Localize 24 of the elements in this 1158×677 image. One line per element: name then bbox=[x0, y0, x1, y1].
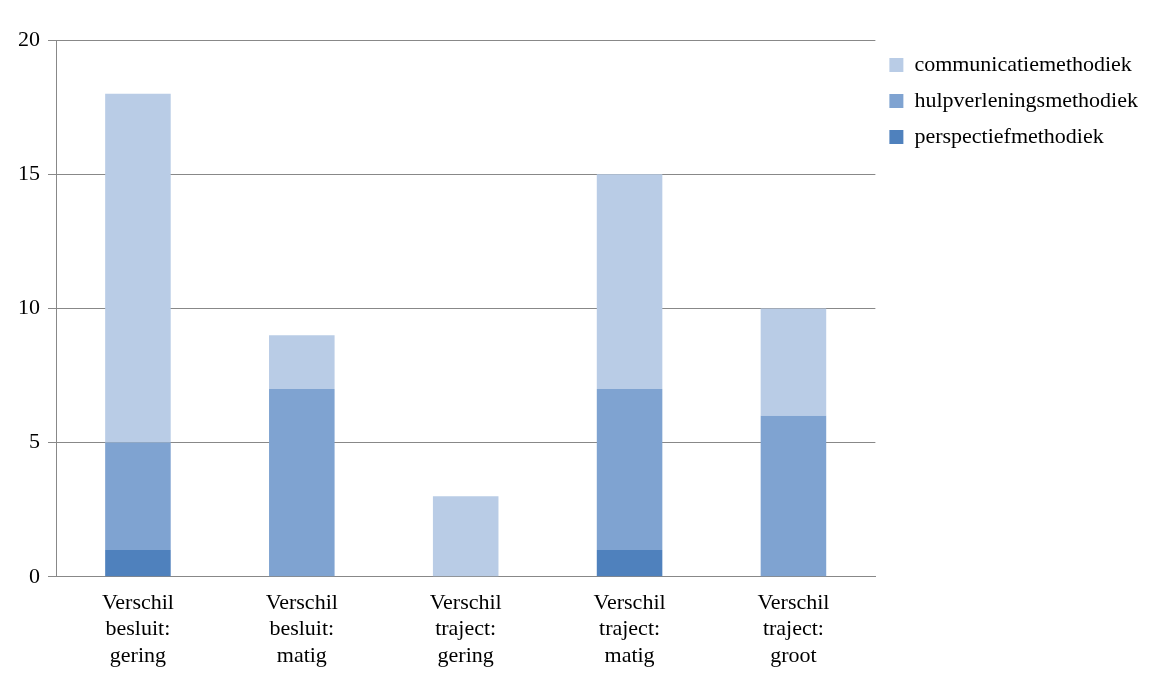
bar bbox=[105, 442, 171, 550]
x-tick-label: Verschil traject: gering bbox=[429, 588, 502, 667]
bar bbox=[596, 174, 663, 389]
bar bbox=[269, 388, 335, 577]
x-tick-label: Verschil traject: groot bbox=[757, 588, 830, 667]
bar bbox=[269, 335, 335, 389]
y-tick-label: 10 bbox=[18, 294, 40, 320]
legend-label: perspectiefmethodiek bbox=[914, 122, 1104, 148]
x-tick-label: Verschil besluit: matig bbox=[265, 588, 338, 667]
y-tick-label: 20 bbox=[18, 25, 40, 51]
bar bbox=[760, 415, 827, 577]
bar bbox=[760, 308, 827, 416]
y-tick-label: 15 bbox=[18, 159, 40, 185]
bar bbox=[105, 549, 171, 577]
bar bbox=[432, 496, 499, 577]
x-tick-label: Verschil traject: matig bbox=[593, 588, 666, 667]
y-tick-label: 0 bbox=[29, 562, 40, 588]
bar bbox=[596, 388, 663, 550]
bar bbox=[596, 549, 663, 577]
legend-label: communicatiemethodiek bbox=[914, 50, 1132, 76]
x-tick-label: Verschil besluit: gering bbox=[101, 588, 174, 667]
bar bbox=[105, 93, 171, 443]
legend-label: hulpverleningsmethodiek bbox=[914, 86, 1138, 112]
y-tick-label: 5 bbox=[29, 428, 40, 454]
